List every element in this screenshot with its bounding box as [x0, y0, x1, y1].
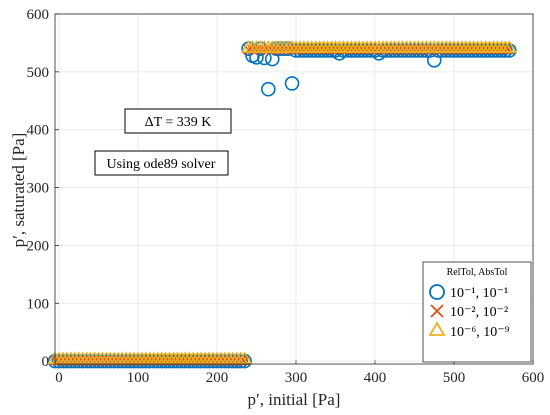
y-tick-label: 600	[27, 7, 50, 23]
x-tick-label: 0	[55, 370, 63, 386]
x-tick-label: 100	[127, 370, 150, 386]
y-tick-label: 0	[42, 354, 50, 370]
data-point-triangle	[501, 40, 518, 53]
legend-entry-2: 10⁻², 10⁻²	[430, 304, 508, 320]
x-tick-label: 500	[443, 370, 466, 386]
series-triangle	[47, 40, 518, 365]
annotation-delta-t-text: ΔT = 339 K	[145, 115, 212, 130]
data-point-circle	[284, 76, 300, 91]
legend-circle-marker	[429, 284, 445, 300]
annotation-solver: Using ode89 solver	[94, 150, 229, 176]
legend-x-marker	[430, 304, 444, 318]
tick-labels: 0 100 200 300 400 500 600 0 100 200 300 400 500 600	[27, 7, 545, 386]
x-tick-label: 400	[364, 370, 387, 386]
legend-entry-1: 10⁻¹, 10⁻¹	[429, 284, 508, 301]
legend-label-2: 10⁻², 10⁻²	[450, 305, 508, 320]
data-point-triangle	[236, 351, 253, 365]
x-tick-label: 600	[522, 370, 545, 386]
y-tick-label: 400	[27, 123, 50, 139]
annotation-solver-text: Using ode89 solver	[107, 157, 216, 172]
legend-title: RelTol, AbsTol	[447, 267, 508, 278]
legend-triangle-marker	[428, 321, 446, 336]
x-axis-label: p′, initial [Pa]	[248, 390, 341, 409]
y-tick-label: 500	[27, 65, 50, 81]
y-tick-label: 100	[27, 296, 50, 312]
axes-frame	[54, 13, 534, 365]
x-tick-label: 200	[206, 370, 229, 386]
legend: RelTol, AbsTol 10⁻¹, 10⁻¹ 10⁻², 10⁻² 10⁻…	[422, 261, 532, 363]
y-axis-label: p′, saturated [Pa]	[9, 133, 28, 248]
y-tick-label: 200	[27, 238, 50, 254]
legend-entry-3: 10⁻⁶, 10⁻⁹	[428, 321, 510, 340]
x-tick-label: 300	[285, 370, 308, 386]
y-tick-label: 300	[27, 181, 50, 197]
annotation-delta-t: ΔT = 339 K	[124, 108, 232, 134]
legend-label-1: 10⁻¹, 10⁻¹	[450, 286, 508, 301]
data-point-circle	[261, 81, 276, 97]
legend-label-3: 10⁻⁶, 10⁻⁹	[450, 325, 510, 340]
legend-box	[422, 261, 532, 363]
